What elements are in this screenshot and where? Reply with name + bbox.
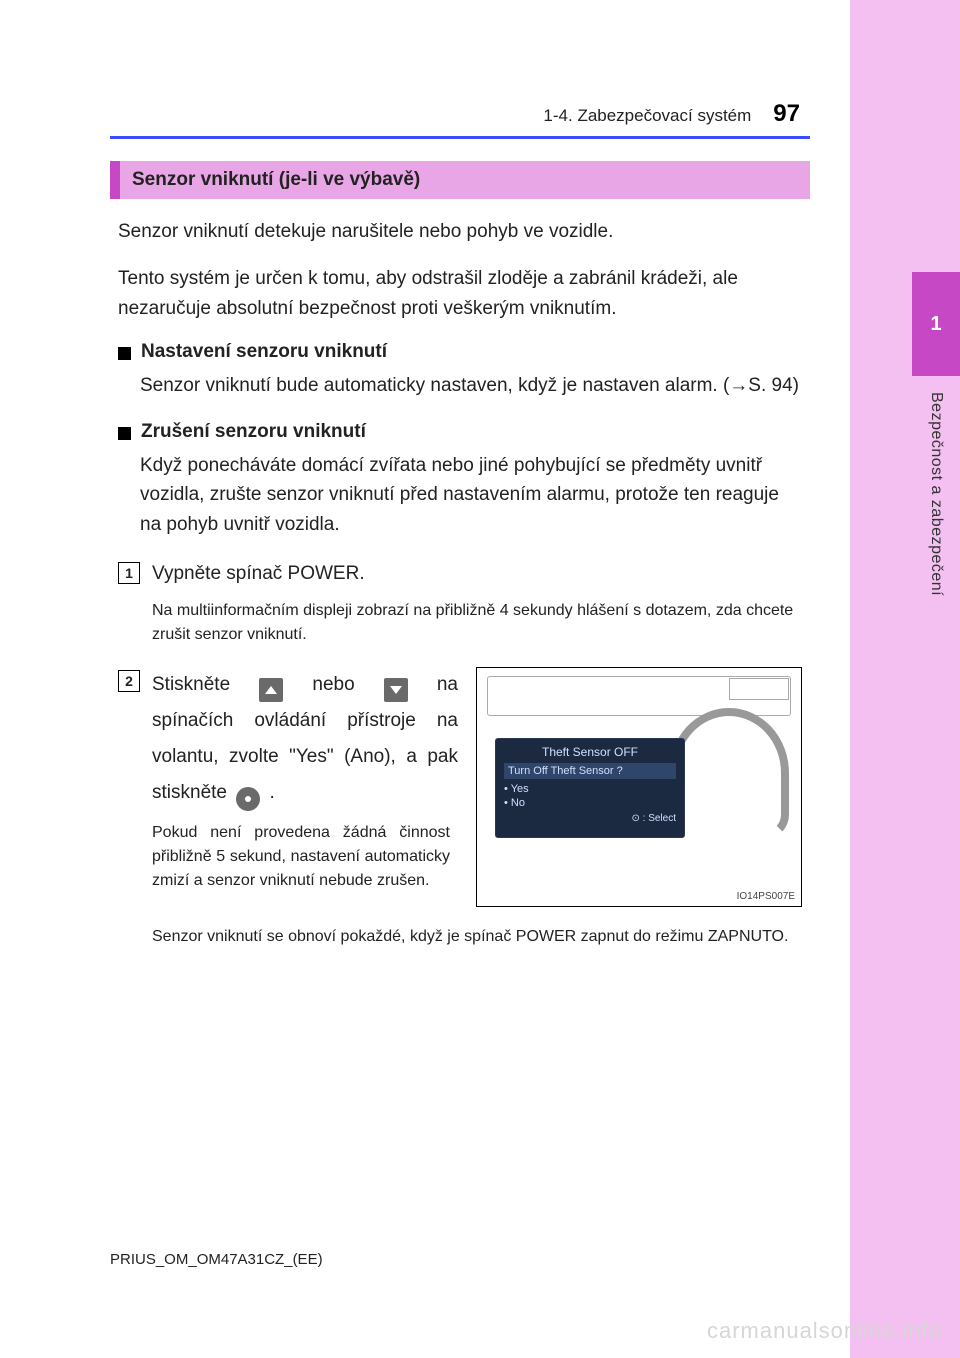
step-text: Vypněte spínač POWER. [152, 559, 365, 588]
text-fragment: Stiskněte [152, 674, 255, 695]
dashboard-figure: Theft Sensor OFF Turn Off Theft Sensor ?… [476, 667, 802, 907]
down-arrow-icon [384, 678, 408, 702]
paragraph: Senzor vniknutí detekuje narušitele nebo… [118, 217, 802, 246]
breadcrumb: 1-4. Zabezpečovací systém [543, 106, 751, 126]
step-item: 1 Vypněte spínač POWER. [118, 559, 802, 588]
display-option-no: • No [504, 797, 676, 809]
subsection-heading: Zrušení senzoru vniknutí [118, 421, 802, 443]
text-fragment: . [270, 782, 275, 803]
footer-code: PRIUS_OM_OM47A31CZ_(EE) [110, 1251, 323, 1268]
header-rule [110, 136, 810, 139]
center-button-icon [236, 787, 260, 811]
subsection-body: Když ponecháváte domácí zvířata nebo jin… [140, 451, 802, 539]
step2-row: 2 Stiskněte nebo na spínačích ovládání p… [118, 667, 802, 913]
chapter-title-vertical: Bezpečnost a zabezpečení [912, 392, 960, 792]
square-bullet-icon [118, 347, 131, 360]
dashboard-vent [729, 678, 789, 700]
step-note: Pokud není provedena žádná činnost přibl… [152, 821, 450, 893]
page: 1 Bezpečnost a zabezpečení 1-4. Zabezpeč… [0, 0, 960, 1358]
display-select-hint: ⊙ : Select [504, 813, 676, 824]
display-option-yes: • Yes [504, 783, 676, 795]
chapter-number: 1 [930, 313, 941, 336]
step2-text-column: 2 Stiskněte nebo na spínačích ovládání p… [118, 667, 458, 913]
step-number-box: 1 [118, 562, 140, 584]
chapter-tab: 1 [912, 272, 960, 376]
subsection-body: Senzor vniknutí bude automaticky nastave… [140, 371, 802, 400]
subsection-heading: Nastavení senzoru vniknutí [118, 341, 802, 363]
subsection-title: Zrušení senzoru vniknutí [141, 421, 366, 443]
figure-reference: IO14PS007E [737, 891, 795, 902]
step-number-box: 2 [118, 670, 140, 692]
page-header: 1-4. Zabezpečovací systém 97 [110, 100, 810, 128]
up-arrow-icon [259, 678, 283, 702]
step-note: Na multiinformačním displeji zobrazí na … [152, 599, 802, 647]
watermark: carmanualsonline.info [707, 1318, 942, 1344]
step-item: 2 Stiskněte nebo na spínačích ovládání p… [118, 667, 458, 811]
multi-info-display: Theft Sensor OFF Turn Off Theft Sensor ?… [495, 738, 685, 838]
step-text: Stiskněte nebo na spínačích ovládání pří… [152, 667, 458, 811]
display-title: Theft Sensor OFF [504, 745, 676, 759]
section-heading: Senzor vniknutí (je-li ve výbavě) [110, 161, 810, 199]
page-number: 97 [773, 100, 800, 128]
chapter-title-text: Bezpečnost a zabezpečení [927, 392, 945, 596]
step-after-note: Senzor vniknutí se obnoví pokaždé, když … [152, 925, 802, 949]
display-question: Turn Off Theft Sensor ? [504, 763, 676, 779]
subsection-title: Nastavení senzoru vniknutí [141, 341, 387, 363]
paragraph: Tento systém je určen k tomu, aby odstra… [118, 264, 802, 323]
content-area: 1-4. Zabezpečovací systém 97 Senzor vnik… [0, 0, 850, 1358]
chapter-sidebar: 1 Bezpečnost a zabezpečení [850, 0, 960, 1358]
square-bullet-icon [118, 427, 131, 440]
text-fragment: nebo [312, 674, 379, 695]
steering-wheel-outline [669, 708, 789, 838]
